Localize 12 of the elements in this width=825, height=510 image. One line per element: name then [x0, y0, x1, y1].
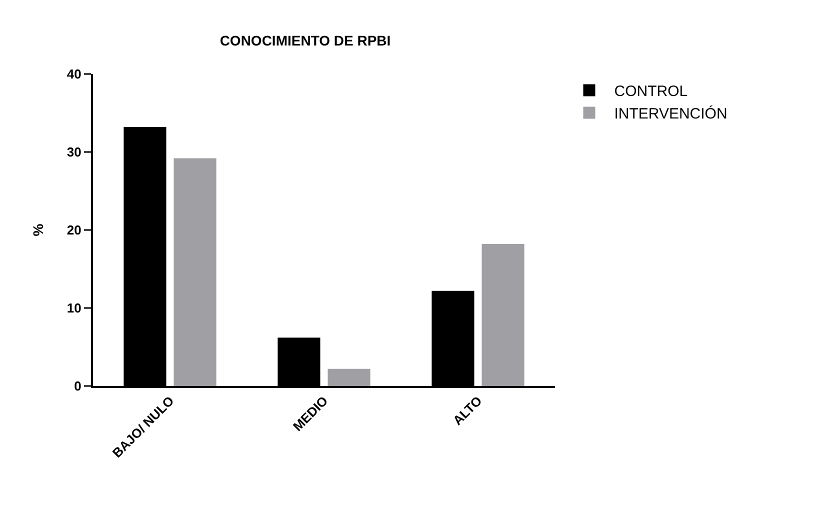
- y-tick-label: 30: [66, 144, 82, 160]
- bar: [328, 368, 370, 386]
- y-axis-title: %: [30, 223, 46, 236]
- y-tick-label: 40: [66, 66, 82, 82]
- bar: [482, 244, 524, 386]
- y-tick-label: 0: [74, 378, 82, 394]
- bar: [174, 158, 216, 386]
- chart-title: CONOCIMIENTO DE RPBI: [220, 32, 391, 48]
- legend-label: INTERVENCIÓN: [614, 104, 728, 123]
- y-tick-label: 10: [66, 300, 82, 316]
- legend-label: CONTROL: [614, 83, 688, 100]
- y-tick-label: 20: [66, 222, 82, 238]
